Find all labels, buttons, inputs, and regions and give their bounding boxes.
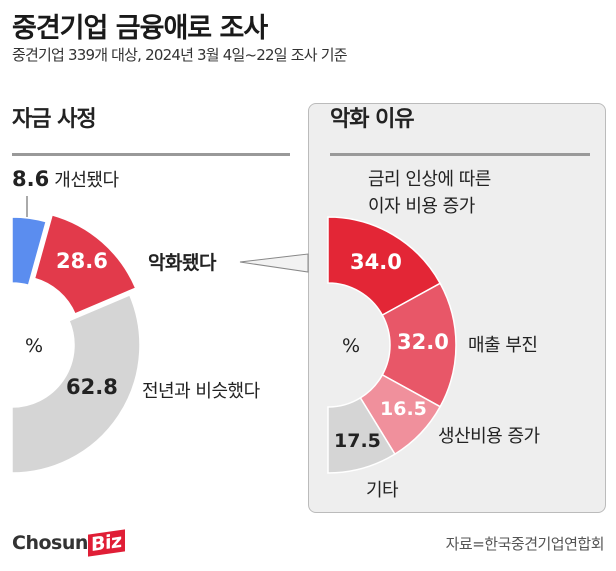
donut-slice [11,216,48,287]
text-other: 기타 [366,480,399,501]
text-interest-line2: 이자 비용 증가 [368,196,475,217]
callout-connector [239,253,309,273]
text-sales: 매출 부진 [468,335,538,356]
donut-slice [11,293,141,474]
chosunbiz-logo: Chosun Biz [12,529,125,557]
unit-label-right: % [342,335,361,357]
value-worsened: 28.6 [56,249,108,273]
section-divider [330,153,590,156]
section-divider [12,153,290,156]
value-sales: 32.0 [397,330,449,354]
value-production: 16.5 [380,398,427,420]
text-similar: 전년과 비슷했다 [142,381,260,402]
source-note: 자료=한국중견기업연합회 [445,535,605,553]
funding-section-title: 자금 사정 [12,107,97,132]
text-improved: 개선됐다 [54,170,119,191]
value-other: 17.5 [334,430,381,452]
page-title: 중견기업 금융애로 조사 [12,13,268,44]
value-improved: 8.6 [12,167,50,191]
value-interest: 34.0 [350,250,402,274]
text-interest-line1: 금리 인상에 따른 [368,169,491,190]
unit-label-left: % [25,335,44,357]
page-subtitle: 중견기업 339개 대상, 2024년 3월 4일~22일 조사 기준 [12,46,348,64]
donut-slice [33,213,137,315]
reasons-section-title: 악화 이유 [330,107,415,132]
text-production: 생산비용 증가 [438,426,540,447]
label-improved: 8.6 개선됐다 [12,166,119,192]
text-worsened: 악화됐다 [148,252,216,274]
value-similar: 62.8 [66,375,118,399]
donut-slice [327,396,396,474]
